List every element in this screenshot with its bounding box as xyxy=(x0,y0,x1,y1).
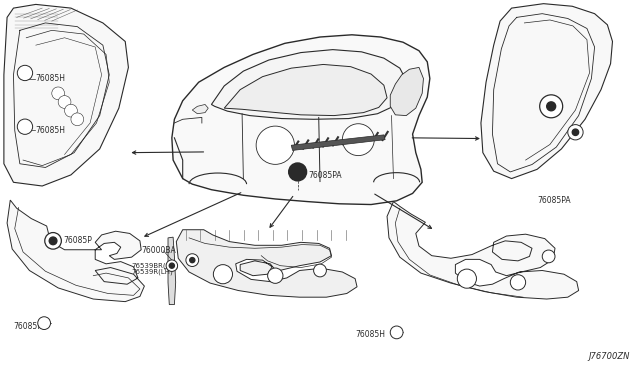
Text: 76085H: 76085H xyxy=(13,321,44,331)
Polygon shape xyxy=(224,64,387,116)
Circle shape xyxy=(189,257,195,263)
Circle shape xyxy=(572,129,579,135)
Polygon shape xyxy=(390,67,424,116)
Polygon shape xyxy=(211,49,406,119)
Circle shape xyxy=(268,268,283,283)
Circle shape xyxy=(65,104,77,117)
Text: 76085H: 76085H xyxy=(355,330,385,339)
Polygon shape xyxy=(481,4,612,179)
Polygon shape xyxy=(291,135,385,150)
Text: 76085PA: 76085PA xyxy=(308,171,342,180)
Circle shape xyxy=(510,275,525,290)
Text: J76700ZN: J76700ZN xyxy=(588,352,630,361)
Circle shape xyxy=(38,317,51,330)
Circle shape xyxy=(289,163,307,181)
Circle shape xyxy=(314,264,326,277)
Circle shape xyxy=(213,264,232,284)
Circle shape xyxy=(542,250,555,263)
Text: 76085H: 76085H xyxy=(36,126,66,135)
Text: 76085H: 76085H xyxy=(36,74,66,83)
Circle shape xyxy=(170,263,174,268)
Polygon shape xyxy=(168,237,175,305)
Circle shape xyxy=(71,113,84,126)
Polygon shape xyxy=(192,105,208,114)
Circle shape xyxy=(49,237,57,245)
Polygon shape xyxy=(176,230,357,297)
Circle shape xyxy=(568,125,583,140)
Circle shape xyxy=(166,260,177,272)
Polygon shape xyxy=(172,35,430,205)
Circle shape xyxy=(17,65,33,81)
Text: 76085P: 76085P xyxy=(63,236,92,246)
Circle shape xyxy=(390,326,403,339)
Circle shape xyxy=(17,119,33,134)
Circle shape xyxy=(547,102,556,111)
Circle shape xyxy=(540,95,563,118)
Circle shape xyxy=(256,126,294,164)
Circle shape xyxy=(289,163,307,181)
Polygon shape xyxy=(4,4,129,186)
Text: 76085PA: 76085PA xyxy=(537,196,571,205)
Circle shape xyxy=(342,124,374,155)
Polygon shape xyxy=(7,200,145,302)
Circle shape xyxy=(186,254,198,266)
Text: 76539BR(RH): 76539BR(RH) xyxy=(132,262,179,269)
Circle shape xyxy=(458,269,476,288)
Text: 76539R(LH): 76539R(LH) xyxy=(132,269,173,275)
Circle shape xyxy=(58,96,71,108)
Text: 76000BA: 76000BA xyxy=(141,246,176,255)
Circle shape xyxy=(45,232,61,249)
Circle shape xyxy=(52,87,65,100)
Polygon shape xyxy=(387,202,579,299)
